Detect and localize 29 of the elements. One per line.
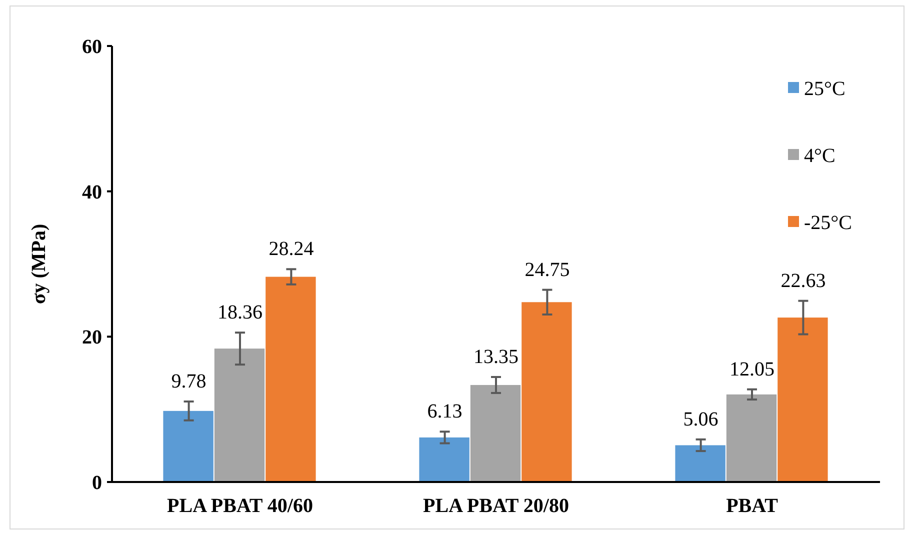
bar [266,276,316,482]
y-tick-label: 0 [92,472,102,494]
bar [522,302,572,482]
y-axis-title: σy (MPa) [28,224,50,304]
data-label: 12.05 [730,358,774,380]
legend-label: -25°C [804,212,852,234]
x-tick-label: PLA PBAT 20/80 [423,495,569,517]
bar [778,318,828,482]
data-label: 18.36 [218,302,262,324]
data-label: 13.35 [474,346,518,368]
data-label: 5.06 [683,408,718,430]
y-tick-label: 40 [82,181,102,204]
y-tick-label: 60 [82,36,102,58]
data-label: 22.63 [780,270,826,292]
bar [214,348,265,482]
bar [470,384,521,482]
data-label: 24.75 [524,258,570,281]
x-tick-label: PLA PBAT 40/60 [167,495,313,517]
bar [726,394,777,482]
data-label: 28.24 [268,238,314,260]
bar [419,437,470,482]
data-label: 9.78 [171,370,206,392]
legend-label: 25°C [804,78,846,100]
data-label: 6.13 [427,400,462,423]
legend-label: 4°C [804,145,836,167]
x-tick-label: PBAT [726,495,779,517]
bar [163,410,214,482]
y-tick-label: 20 [82,326,102,349]
bar [675,445,726,482]
